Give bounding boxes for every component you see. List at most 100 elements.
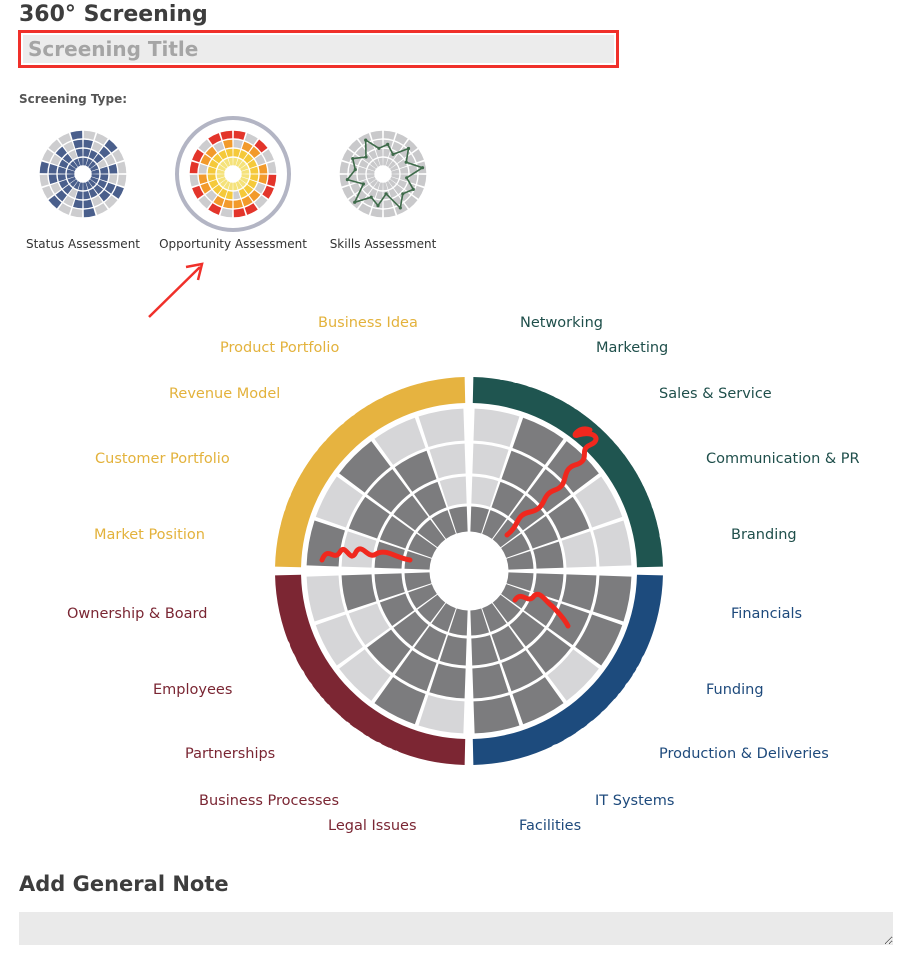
radar-cell[interactable] [393,611,429,647]
segment-it-systems[interactable]: IT Systems [595,793,675,809]
radar-cell[interactable] [439,635,467,666]
radar-cell[interactable] [491,481,524,517]
quadrant-band-organization [275,574,466,765]
radar-cell[interactable] [575,614,623,666]
radar-cell[interactable] [429,443,466,479]
radar-cell[interactable] [404,550,432,570]
radar-cell[interactable] [501,533,530,558]
radar-cell[interactable] [473,408,520,447]
radar-cell[interactable] [470,608,490,636]
segment-market-position[interactable]: Market Position [94,527,205,543]
segment-legal-issues[interactable]: Legal Issues [328,818,417,834]
radar-cell[interactable] [414,481,447,517]
radar-cell[interactable] [374,677,426,725]
radar-cell[interactable] [470,506,490,534]
radar-cell[interactable] [448,506,468,534]
segment-revenue-model[interactable]: Revenue Model [169,386,281,402]
radar-cell[interactable] [561,531,597,568]
radar-cell[interactable] [501,450,544,492]
radar-cell[interactable] [315,476,363,528]
segment-ownership-board[interactable]: Ownership & Board [67,606,208,622]
radar-cell[interactable] [394,650,437,692]
radar-cell[interactable] [547,649,599,701]
radar-cell[interactable] [348,496,390,539]
segment-funding[interactable]: Funding [706,682,764,698]
radar-cell[interactable] [408,584,437,609]
segment-production-deliveries[interactable]: Production & Deliveries [659,746,829,762]
radar-cell[interactable] [404,572,432,592]
radar-cell[interactable] [374,417,426,465]
radar-cell[interactable] [367,469,411,513]
radar-cell[interactable] [379,516,415,549]
segment-sales-service[interactable]: Sales & Service [659,386,772,402]
segment-business-processes[interactable]: Business Processes [199,793,340,809]
radar-cell[interactable] [394,450,437,492]
radar-cell[interactable] [418,695,465,734]
radar-cell[interactable] [473,695,520,734]
radar-cell[interactable] [417,594,446,623]
radar-cell[interactable] [448,608,468,636]
radar-cell[interactable] [472,443,509,479]
radar-cell[interactable] [471,476,499,507]
radar-cell[interactable] [593,520,632,567]
radar-cell[interactable] [339,441,391,493]
radar-cell[interactable] [339,649,391,701]
screening-type-label: Screening Type: [19,92,128,106]
radar-cell[interactable] [523,516,559,549]
segment-networking[interactable]: Networking [520,315,603,331]
radar-cell[interactable] [367,629,411,673]
radar-cell[interactable] [509,611,545,647]
radar-cell[interactable] [429,663,466,699]
radar-cell[interactable] [506,550,534,570]
radar-cell[interactable] [593,575,632,622]
general-note-textarea[interactable] [19,912,893,945]
radar-cell[interactable] [341,574,377,611]
radar-cell[interactable] [527,629,571,673]
radar-cell[interactable] [414,625,447,661]
radar-cell[interactable] [431,603,456,632]
radar-cell[interactable] [501,650,544,692]
radar-cell[interactable] [482,510,507,539]
segment-partnerships[interactable]: Partnerships [185,746,276,762]
radar-cell[interactable] [575,476,623,528]
radar-cell[interactable] [439,476,467,507]
page-title: 360° Screening [19,2,208,27]
screening-type-skills[interactable]: Skills Assessment [308,115,458,265]
radar-cell[interactable] [548,496,590,539]
radar-cell[interactable] [512,677,564,725]
radar-cell[interactable] [393,495,429,531]
segment-customer-portfolio[interactable]: Customer Portfolio [95,451,230,467]
radar-cell[interactable] [561,574,597,611]
screening-type-status[interactable]: Status Assessment [8,115,158,265]
radar-cell[interactable] [512,417,564,465]
screening-radar-chart: BUSINESS CONCEPT CUSTOMER RELATIONS ORGA… [266,365,673,768]
radar-cell[interactable] [471,635,499,666]
radar-cell[interactable] [418,408,465,447]
segment-business-idea[interactable]: Business Idea [318,315,418,331]
segment-marketing[interactable]: Marketing [596,340,669,356]
radar-cell[interactable] [431,510,456,539]
radar-cell[interactable] [491,625,524,661]
radar-cell[interactable] [492,594,521,623]
radar-cell[interactable] [348,603,390,646]
segment-branding[interactable]: Branding [731,527,797,543]
radar-cell[interactable] [472,663,509,699]
segment-financials[interactable]: Financials [731,606,803,622]
radar-cell[interactable] [506,572,534,592]
screening-type-opportunity[interactable]: Opportunity Assessment [158,115,308,265]
radar-cell[interactable] [417,519,446,548]
annotation-scribbles [319,426,599,629]
radar-cell[interactable] [315,614,363,666]
radar-cell[interactable] [374,573,405,601]
radar-cell[interactable] [408,533,437,558]
segment-communication-pr[interactable]: Communication & PR [706,451,860,467]
radar-cell[interactable] [482,603,507,632]
screening-title-input[interactable] [23,35,614,63]
selected-ring [175,116,291,232]
segment-facilities[interactable]: Facilities [519,818,582,834]
segment-employees[interactable]: Employees [153,682,233,698]
radar-cell[interactable] [306,575,345,622]
radar-cell[interactable] [533,541,564,569]
radar-cell[interactable] [379,593,415,626]
segment-product-portfolio[interactable]: Product Portfolio [220,340,340,356]
